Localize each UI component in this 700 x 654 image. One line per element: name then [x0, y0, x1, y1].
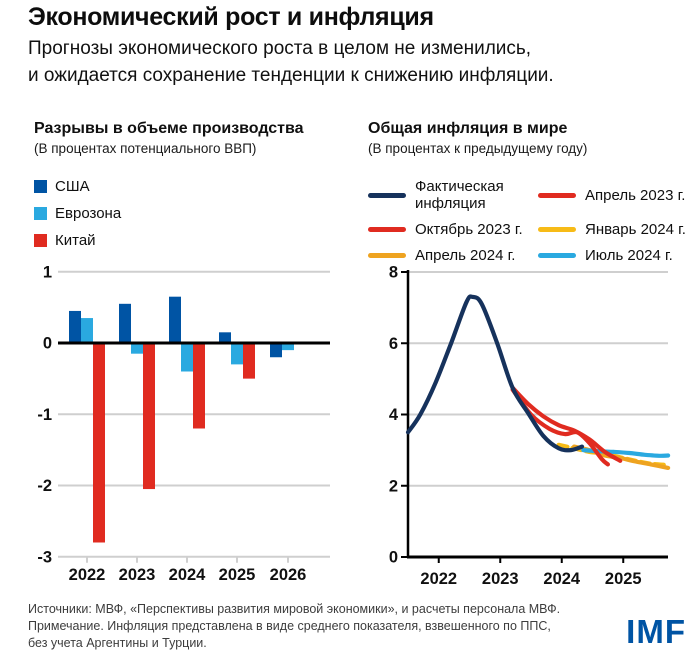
- bar-usa-2026: [270, 343, 282, 358]
- legend-item-actual-inflation: Фактическая инфляция: [368, 178, 538, 212]
- inflation-line-chart: 8 6 4 2 0 2022 2023 2024 2025: [389, 264, 671, 588]
- legend-item-jan-2024: Январь 2024 г.: [538, 221, 700, 238]
- bar-eurozone-2026: [282, 343, 294, 351]
- note-line: Примечание. Инфляция представлена в виде…: [28, 619, 551, 633]
- legend-item-usa: США: [34, 178, 366, 195]
- legend-line-swatch-apr-2024: [368, 253, 406, 258]
- legend-item-apr-2023: Апрель 2023 г.: [538, 178, 700, 212]
- page-title: Экономический рост и инфляция: [28, 3, 434, 31]
- legend-label: Июль 2024 г.: [585, 247, 673, 264]
- inflation-subtitle: (В процентах к предыдущему году): [368, 141, 588, 156]
- series-apr-2023: [510, 387, 610, 467]
- page-subtitle: Прогнозы экономического роста в целом не…: [28, 35, 554, 89]
- legend-label: Апрель 2023 г.: [585, 186, 686, 204]
- legend-line-swatch-oct-2023: [368, 227, 406, 232]
- legend-label: Октябрь 2023 г.: [415, 221, 523, 238]
- bar-series-usa: [69, 296, 282, 358]
- x-tick-label: 2022: [420, 570, 457, 588]
- legend-item-apr-2024: Апрель 2024 г.: [368, 247, 538, 264]
- series-oct-2023: [510, 385, 623, 463]
- legend-line-swatch-jul-2024: [538, 253, 576, 258]
- page-subtitle-line: и ожидается сохранение тенденции к сниже…: [28, 65, 554, 86]
- bar-china-2024: [193, 343, 205, 429]
- legend-line-swatch-jan-2024: [538, 227, 576, 232]
- bar-china-2025: [243, 343, 255, 379]
- inflation-panel: Общая инфляция в мире (В процентах к пре…: [368, 120, 700, 264]
- bar-eurozone-2024: [181, 343, 193, 372]
- x-tick-label: 2026: [270, 566, 307, 584]
- output-gaps-legend: США Еврозона Китай: [34, 178, 366, 249]
- legend-swatch-china: [34, 234, 47, 247]
- x-tick-label: 2025: [219, 566, 256, 584]
- y-tick-label: -1: [37, 406, 52, 424]
- legend-item-oct-2023: Октябрь 2023 г.: [368, 221, 538, 238]
- legend-swatch-usa: [34, 180, 47, 193]
- series-actual-inflation: [405, 294, 585, 453]
- inflation-title: Общая инфляция в мире: [368, 120, 568, 137]
- legend-line-swatch-apr-2023: [538, 192, 576, 198]
- bar-series-eurozone: [81, 318, 294, 372]
- source-note: Источники: МВФ, «Перспективы развития ми…: [28, 601, 560, 652]
- legend-label: Апрель 2024 г.: [415, 247, 516, 264]
- x-tick-label: 2024: [169, 566, 207, 584]
- legend-label: Январь 2024 г.: [585, 221, 686, 238]
- y-tick-label: 2: [389, 477, 398, 495]
- legend-label: Китай: [55, 232, 96, 249]
- x-tick-label: 2023: [482, 570, 519, 588]
- legend-label: США: [55, 178, 90, 195]
- bar-eurozone-2022: [81, 318, 93, 343]
- x-tick-label: 2022: [69, 566, 106, 584]
- imf-logo: IMF: [626, 613, 686, 650]
- y-tick-label: 0: [43, 335, 52, 353]
- legend-item-eurozone: Еврозона: [34, 205, 366, 222]
- bar-usa-2023: [119, 303, 131, 343]
- bar-usa-2025: [219, 332, 231, 343]
- x-tick-label: 2023: [119, 566, 156, 584]
- legend-item-jul-2024: Июль 2024 г.: [538, 247, 700, 264]
- x-tick-label: 2025: [605, 570, 642, 588]
- legend-line-swatch-actual-inflation: [368, 192, 406, 198]
- source-line: Источники: МВФ, «Перспективы развития ми…: [28, 602, 561, 616]
- y-tick-label: 0: [389, 549, 398, 567]
- legend-item-china: Китай: [34, 232, 366, 249]
- series-jul-2024: [581, 448, 671, 458]
- bar-china-2023: [143, 343, 155, 490]
- inflation-legend: Фактическая инфляция Апрель 2023 г. Октябр…: [368, 178, 700, 264]
- note-line: без учета Аргентины и Турции.: [28, 636, 207, 650]
- y-tick-label: 6: [389, 335, 398, 353]
- output-gaps-subtitle: (В процентах потенциального ВВП): [34, 141, 257, 156]
- y-tick-label: -2: [37, 477, 52, 495]
- bar-eurozone-2025: [231, 343, 243, 365]
- y-tick-label: 1: [43, 263, 52, 281]
- y-tick-label: -3: [37, 548, 52, 566]
- output-gaps-panel: Разрывы в объеме производства (В процент…: [34, 120, 366, 249]
- legend-label: Еврозона: [55, 205, 122, 222]
- bar-eurozone-2023: [131, 343, 143, 354]
- page-subtitle-line: Прогнозы экономического роста в целом не…: [28, 38, 532, 59]
- output-gaps-title: Разрывы в объеме производства: [34, 120, 304, 137]
- bar-usa-2022: [69, 310, 81, 343]
- y-tick-label: 8: [389, 264, 398, 282]
- bar-usa-2024: [169, 296, 181, 343]
- x-tick-label: 2024: [543, 570, 581, 588]
- y-gridlines: 1 0 -1 -2 -3: [37, 263, 330, 566]
- legend-swatch-eurozone: [34, 207, 47, 220]
- legend-label: Фактическая инфляция: [415, 178, 504, 212]
- bar-china-2022: [93, 343, 105, 543]
- bar-series-china: [93, 343, 255, 543]
- y-tick-label: 4: [389, 406, 399, 424]
- output-gaps-bar-chart: 1 0 -1 -2 -3 2022 2023 2024 2025 2026: [37, 263, 330, 584]
